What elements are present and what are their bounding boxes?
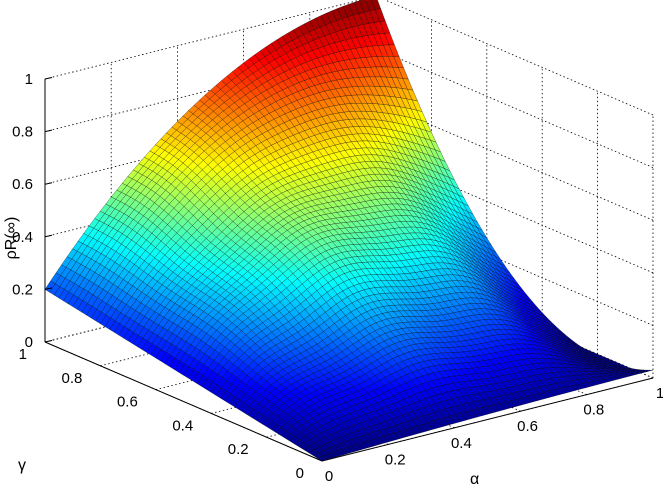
z-tick-label: 0.6	[12, 176, 33, 193]
z-tick-mark	[44, 77, 53, 80]
x-axis-label: α	[470, 471, 479, 488]
axis-labels: ρR(∞) γ α	[3, 217, 479, 488]
x-tick-label: 0	[325, 468, 333, 485]
y-tick-label: 0	[296, 465, 304, 482]
z-tick-label: 0	[25, 334, 33, 351]
x-tick-label: 0.6	[517, 418, 538, 435]
y-tick-label: 0.8	[62, 370, 83, 387]
grid-line	[384, 0, 654, 116]
z-tick-mark	[44, 340, 53, 343]
axis-box	[44, 79, 654, 462]
x-tick-label: 0.8	[583, 402, 604, 419]
z-tick-mark	[44, 129, 53, 133]
z-tick-label: 0.2	[12, 281, 33, 298]
y-tick-label: 0.4	[172, 417, 193, 434]
tick-labels: 00.20.40.60.8100.20.40.60.8100.20.40.60.…	[12, 71, 663, 485]
surface-mesh	[44, 0, 654, 462]
y-tick-label: 1	[19, 346, 27, 363]
grid-line	[44, 0, 362, 80]
y-tick-label: 0.6	[117, 394, 138, 411]
x-tick-label: 0.2	[385, 451, 406, 468]
y-axis-label: γ	[18, 457, 26, 474]
y-axis-line	[44, 341, 323, 462]
z-axis-label: ρR(∞)	[3, 217, 20, 260]
z-tick-label: 0.4	[12, 229, 33, 246]
x-tick-label: 0.4	[451, 435, 472, 452]
z-tick-label: 1	[25, 71, 33, 88]
z-tick-mark	[44, 182, 53, 185]
x-axis-line	[321, 377, 654, 462]
z-tick-mark	[44, 234, 53, 238]
x-tick-label: 1	[656, 385, 663, 402]
z-tick-mark	[44, 287, 53, 290]
z-tick-label: 0.8	[12, 124, 33, 141]
y-tick-label: 0.2	[228, 441, 249, 458]
surface-patch	[316, 455, 328, 462]
